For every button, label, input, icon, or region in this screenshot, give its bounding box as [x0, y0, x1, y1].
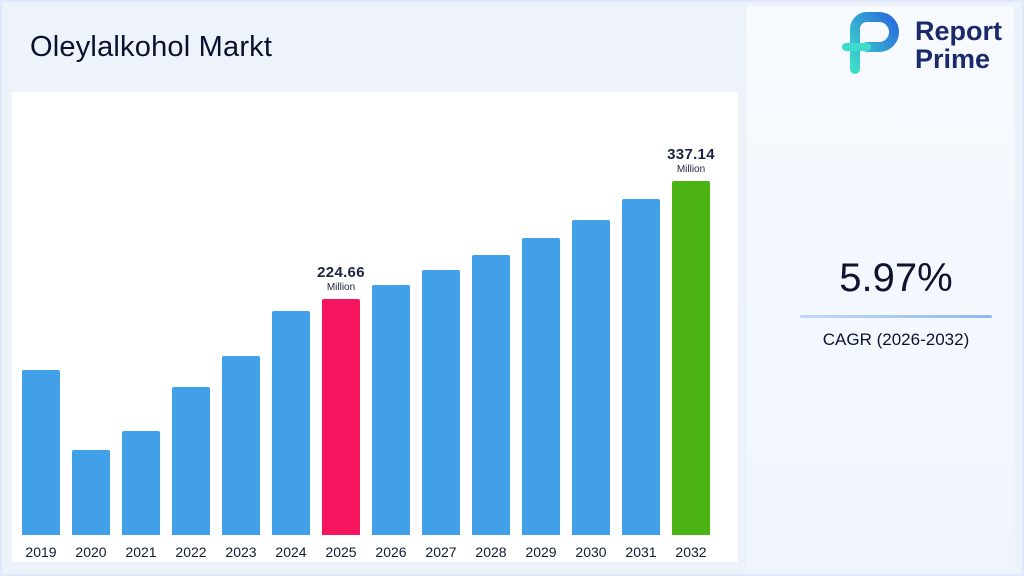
- x-axis-label-2022: 2022: [175, 544, 207, 560]
- bar-column-2032: 337.14 Million 2032: [667, 146, 714, 560]
- bar-2019: [22, 370, 60, 535]
- bar-column-2025: 224.66 Million 2025: [317, 264, 364, 560]
- bar-column-2023: 2023: [222, 356, 260, 560]
- report-prime-logo-text: Report Prime: [915, 15, 1002, 74]
- x-axis-label-2019: 2019: [25, 544, 57, 560]
- bar-column-2021: 2021: [122, 431, 160, 560]
- bar-column-2026: 2026: [372, 285, 410, 560]
- bar-2025: [322, 299, 360, 535]
- x-axis-label-2026: 2026: [375, 544, 407, 560]
- logo-word-prime: Prime: [915, 43, 991, 74]
- bar-value-label-2032: 337.14 Million: [667, 146, 715, 175]
- x-axis-label-2025: 2025: [325, 544, 357, 560]
- x-axis-label-2020: 2020: [75, 544, 107, 560]
- cagr-underline: [800, 315, 992, 318]
- x-axis-label-2030: 2030: [575, 544, 607, 560]
- bar-column-2027: 2027: [422, 270, 460, 560]
- bar-2024: [272, 311, 310, 535]
- x-axis-label-2027: 2027: [425, 544, 457, 560]
- x-axis-label-2021: 2021: [125, 544, 157, 560]
- logo-word-report: Report: [915, 15, 1002, 46]
- bar-2027: [422, 270, 460, 535]
- bar-column-2022: 2022: [172, 387, 210, 560]
- cagr-value: 5.97%: [839, 256, 953, 300]
- bar-column-2024: 2024: [272, 311, 310, 560]
- report-prime-logo: Report Prime: [839, 12, 1002, 79]
- bar-2031: [622, 199, 660, 535]
- right-panel: [745, 6, 1014, 570]
- bar-2021: [122, 431, 160, 535]
- x-axis-label-2023: 2023: [225, 544, 257, 560]
- x-axis-label-2032: 2032: [675, 544, 707, 560]
- bar-column-2020: 2020: [72, 450, 110, 560]
- bar-2026: [372, 285, 410, 535]
- bar-2028: [472, 255, 510, 535]
- page-title: Oleylalkohol Markt: [30, 31, 273, 64]
- bar-2023: [222, 356, 260, 535]
- x-axis-label-2029: 2029: [525, 544, 557, 560]
- bar-column-2019: 2019: [22, 370, 60, 560]
- bar-value-number: 224.66: [317, 264, 365, 281]
- bar-chart: 2019 2020 2021 2022 2023 2024 224.66 Million 202…: [22, 146, 715, 560]
- x-axis-label-2028: 2028: [475, 544, 507, 560]
- bar-column-2031: 2031: [622, 199, 660, 560]
- bar-value-unit: Million: [326, 282, 356, 293]
- bar-column-2029: 2029: [522, 238, 560, 560]
- bar-column-2030: 2030: [572, 220, 610, 560]
- bar-value-unit: Million: [676, 164, 706, 175]
- bar-2020: [72, 450, 110, 535]
- bar-2032: [672, 181, 710, 535]
- bar-2030: [572, 220, 610, 535]
- bar-column-2028: 2028: [472, 255, 510, 560]
- report-prime-logo-icon: [839, 12, 905, 79]
- bar-value-label-2025: 224.66 Million: [317, 264, 365, 293]
- bar-2022: [172, 387, 210, 535]
- x-axis-label-2031: 2031: [625, 544, 657, 560]
- bar-2029: [522, 238, 560, 535]
- x-axis-label-2024: 2024: [275, 544, 307, 560]
- bar-value-number: 337.14: [667, 146, 715, 163]
- cagr-label: CAGR (2026-2032): [822, 330, 970, 349]
- cagr-block: 5.97% CAGR (2026-2032): [798, 256, 994, 350]
